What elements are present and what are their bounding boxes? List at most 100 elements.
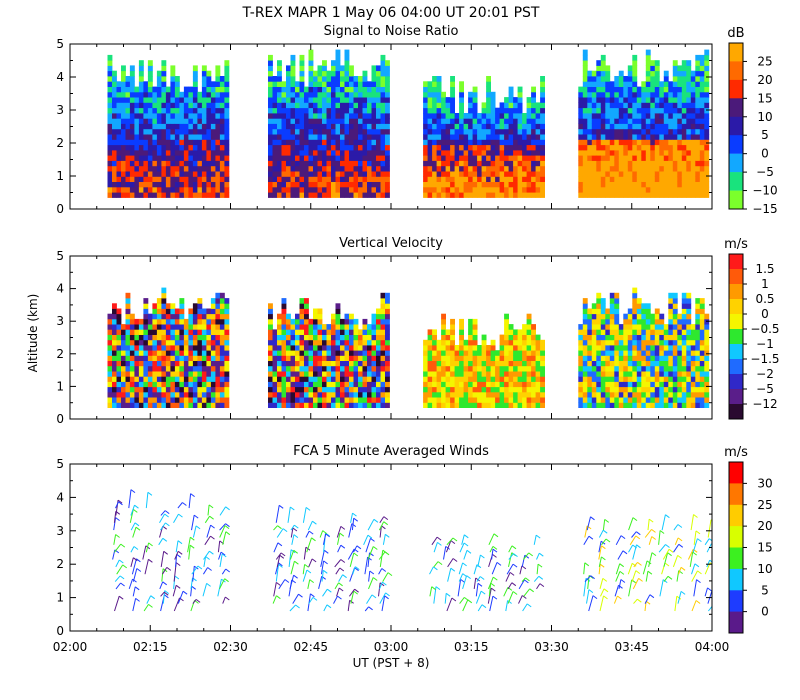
heatmap-cell (423, 134, 428, 140)
heatmap-cell (614, 128, 620, 135)
heatmap-cell (690, 350, 696, 356)
heatmap-cell (614, 160, 620, 167)
heatmap-cell (371, 371, 377, 377)
heatmap-cell (107, 113, 113, 119)
heatmap-cell (531, 397, 536, 403)
heatmap-cell (138, 181, 144, 188)
heatmap-cell (681, 381, 687, 388)
heatmap-cell (308, 391, 314, 398)
heatmap-cell (353, 128, 359, 135)
wind-barb-flag (164, 513, 169, 518)
heatmap-cell (432, 371, 437, 377)
heatmap-cell (206, 149, 212, 156)
heatmap-cell (272, 339, 278, 346)
heatmap-cell (174, 334, 180, 341)
heatmap-cell (663, 171, 669, 177)
heatmap-cell (385, 65, 390, 72)
heatmap-cell (380, 334, 386, 341)
heatmap-cell (623, 313, 629, 320)
heatmap-cell (179, 386, 185, 393)
heatmap-cell (486, 91, 491, 98)
heatmap-cell (459, 397, 464, 403)
heatmap-cell (591, 365, 597, 372)
heatmap-cell (632, 81, 638, 87)
heatmap-cell (367, 134, 372, 140)
heatmap-cell (423, 128, 428, 135)
heatmap-cell (596, 303, 602, 309)
heatmap-cell (695, 165, 701, 172)
heatmap-cell (704, 128, 710, 135)
heatmap-cell (116, 97, 122, 103)
heatmap-cell (632, 160, 638, 167)
heatmap-cell (517, 176, 523, 182)
heatmap-cell (436, 86, 442, 93)
heatmap-cell (490, 113, 496, 119)
heatmap-cell (376, 70, 381, 77)
heatmap-cell (174, 160, 180, 167)
heatmap-cell (526, 355, 532, 361)
heatmap-cell (468, 318, 473, 325)
heatmap-cell (313, 381, 318, 388)
heatmap-cell (504, 176, 509, 182)
heatmap-cell (380, 329, 386, 335)
heatmap-cell (490, 118, 496, 124)
heatmap-cell (125, 165, 131, 172)
heatmap-cell (690, 365, 696, 372)
heatmap-cell (380, 176, 386, 182)
heatmap-cell (308, 376, 314, 382)
heatmap-cell (578, 155, 584, 161)
heatmap-cell (335, 81, 341, 87)
data-segment-3 (423, 76, 545, 198)
heatmap-cell (147, 334, 153, 341)
heatmap-cell (224, 318, 230, 325)
heatmap-cell (290, 149, 296, 156)
heatmap-cell (165, 186, 171, 193)
heatmap-cell (281, 155, 287, 161)
heatmap-cell (659, 355, 665, 361)
wind-barb-shaft (143, 604, 149, 612)
heatmap-cell (699, 97, 705, 103)
heatmap-cell (219, 81, 225, 87)
heatmap-cell (322, 391, 327, 398)
heatmap-cell (427, 107, 433, 114)
heatmap-cell (517, 102, 523, 109)
heatmap-cell (490, 339, 496, 346)
heatmap-cell (504, 318, 509, 325)
heatmap-cell (224, 350, 230, 356)
heatmap-cell (206, 155, 212, 161)
heatmap-cell (600, 171, 606, 177)
heatmap-cell (188, 360, 194, 367)
heatmap-cell (650, 165, 656, 172)
heatmap-cell (192, 365, 198, 372)
heatmap-cell (201, 70, 207, 77)
heatmap-cell (636, 171, 642, 177)
heatmap-cell (161, 381, 167, 388)
heatmap-cell (459, 139, 464, 146)
heatmap-cell (645, 86, 651, 93)
wind-barb (177, 502, 187, 509)
heatmap-cell (295, 113, 300, 119)
heatmap-cell (358, 97, 363, 103)
heatmap-cell (531, 134, 536, 140)
heatmap-cell (481, 339, 487, 346)
data-segment-1 (107, 54, 230, 198)
heatmap-cell (188, 397, 194, 403)
heatmap-cell (299, 65, 305, 72)
heatmap-cell (591, 139, 597, 146)
heatmap-cell (125, 107, 131, 114)
heatmap-cell (699, 391, 705, 398)
heatmap-cell (582, 128, 588, 135)
heatmap-cell (526, 149, 532, 156)
heatmap-cell (641, 86, 647, 93)
heatmap-cell (304, 144, 309, 151)
heatmap-cell (459, 186, 464, 193)
heatmap-cell (272, 334, 278, 341)
wind-barb-flag (132, 578, 137, 583)
heatmap-cell (499, 118, 505, 124)
heatmap-cell (170, 155, 176, 161)
heatmap-cell (623, 381, 629, 388)
heatmap-cell (215, 292, 221, 299)
heatmap-cell (156, 123, 162, 130)
heatmap-cell (686, 91, 692, 98)
